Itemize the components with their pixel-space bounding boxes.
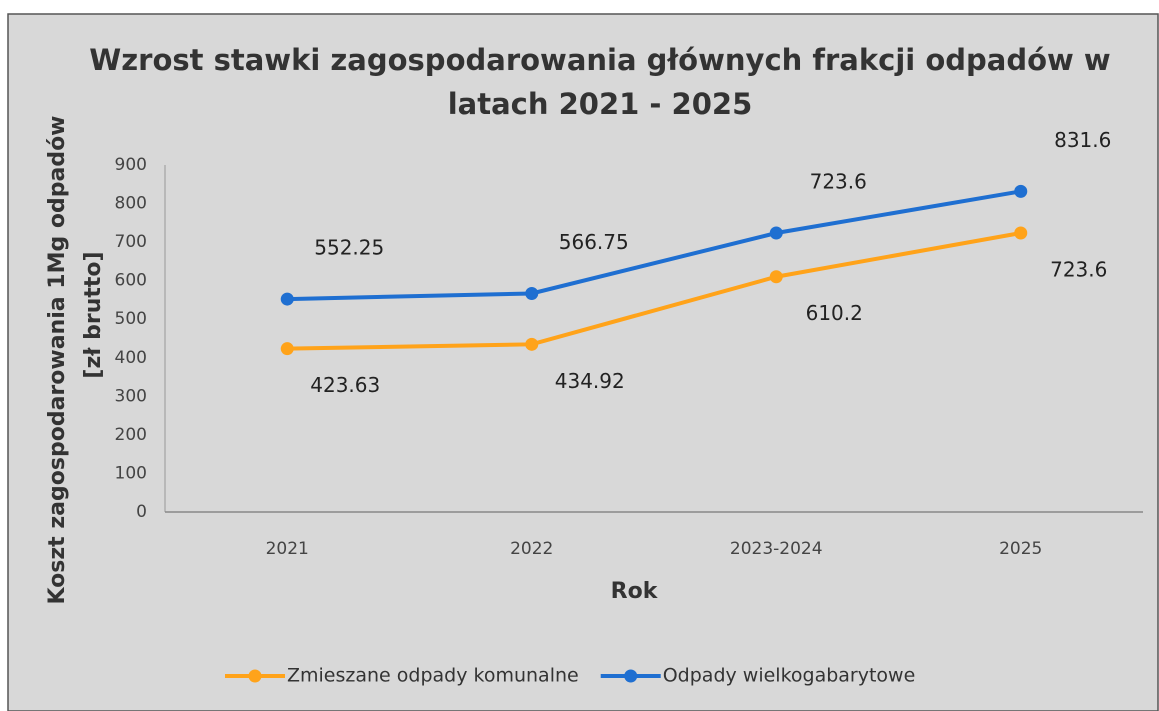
y-tick-label: 900 [115, 155, 147, 175]
legend-marker [624, 669, 638, 683]
y-tick-label: 200 [115, 425, 147, 445]
data-point [1014, 226, 1028, 240]
data-point [769, 226, 783, 240]
series-line [287, 231, 1022, 351]
y-tick-label: 300 [115, 386, 147, 406]
y-tick-label: 500 [115, 309, 147, 329]
data-label: 552.25 [314, 236, 384, 260]
data-point [525, 286, 539, 300]
data-label: 723.6 [1050, 258, 1107, 282]
x-tick-label: 2022 [510, 539, 553, 559]
x-tick-label: 2025 [999, 539, 1042, 559]
y-axis-title-line: [zł brutto] [81, 251, 106, 378]
data-point [280, 342, 294, 356]
y-tick-label: 700 [115, 232, 147, 252]
chart-background [7, 13, 1159, 711]
data-point [769, 270, 783, 284]
x-tick-label: 2021 [266, 539, 309, 559]
data-point [280, 292, 294, 306]
x-tick-label: 2023-2024 [730, 539, 823, 559]
y-tick-label: 100 [115, 463, 147, 483]
data-label: 566.75 [559, 230, 629, 254]
data-label: 423.63 [310, 373, 380, 397]
series-line [287, 189, 1022, 302]
y-tick-label: 800 [115, 194, 147, 214]
y-tick-label: 600 [115, 271, 147, 291]
chart-title: Wzrost stawki zagospodarowania głównych … [89, 43, 1111, 121]
legend-item: Odpady wielkogabarytowe [600, 665, 916, 687]
legend-item: Zmieszane odpady komunalne [225, 665, 579, 687]
y-axis-title-line: Koszt zagospodarowania 1Mg odpadów [45, 115, 70, 604]
y-axis-title: Koszt zagospodarowania 1Mg odpadów [zł b… [45, 115, 106, 604]
data-label: 610.2 [806, 301, 863, 325]
x-axis-title: Rok [611, 579, 659, 604]
data-label: 723.6 [810, 170, 867, 194]
data-label: 434.92 [555, 369, 625, 393]
y-tick-label: 0 [136, 502, 147, 522]
legend-marker [248, 669, 262, 683]
data-point [1014, 184, 1028, 198]
data-label: 831.6 [1054, 128, 1111, 152]
legend-label: Odpady wielkogabarytowe [663, 665, 916, 687]
data-point [525, 337, 539, 351]
legend-label: Zmieszane odpady komunalne [287, 665, 579, 687]
y-tick-label: 400 [115, 348, 147, 368]
